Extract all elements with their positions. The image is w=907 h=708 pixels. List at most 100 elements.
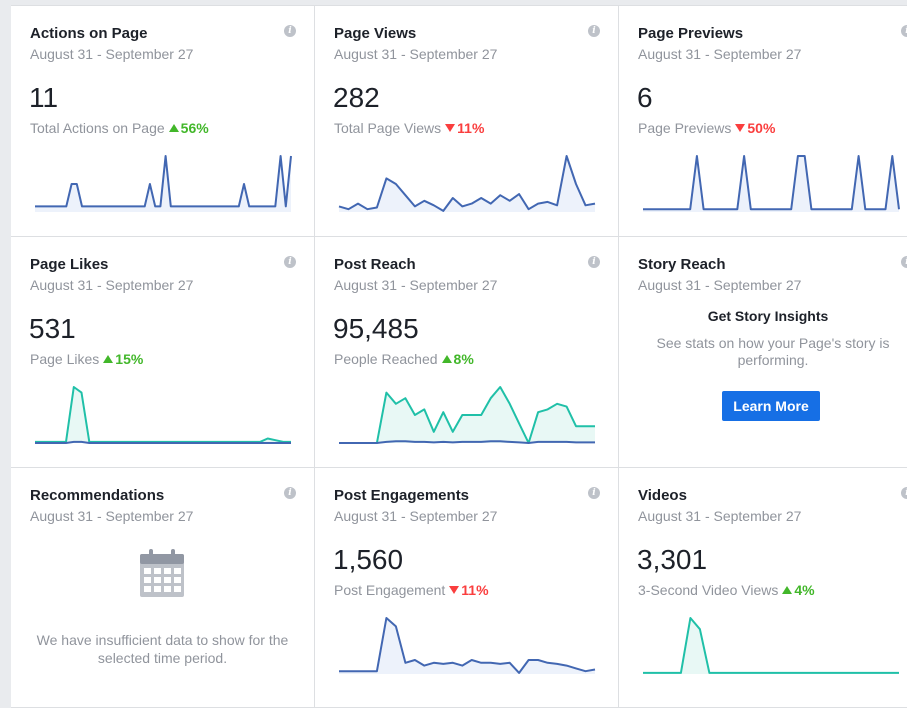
metric-value: 282 [333, 82, 380, 113]
arrow-up-icon [168, 124, 179, 132]
metric-label: Total Actions on Page [30, 120, 165, 136]
card-title: Page Likes [30, 256, 109, 273]
story-insights-description: See stats on how your Page's story is pe… [656, 335, 890, 368]
card-title: Recommendations [30, 487, 165, 504]
card-actions-on-page[interactable]: Actions on Page August 31 - September 27… [11, 6, 315, 237]
change-badge: 8% [441, 351, 474, 367]
info-icon[interactable]: i [901, 25, 907, 37]
card-page-likes[interactable]: Page Likes August 31 - September 27 i 53… [11, 237, 315, 468]
card-date-range: August 31 - September 27 [638, 46, 802, 62]
card-title: Post Reach [334, 256, 416, 273]
card-date-range: August 31 - September 27 [30, 508, 194, 524]
card-story-reach[interactable]: Story Reach August 31 - September 27 i G… [619, 237, 907, 468]
sparkline [35, 155, 292, 212]
sparkline-line [35, 386, 291, 443]
card-date-range: August 31 - September 27 [30, 46, 194, 62]
card-videos[interactable]: Videos August 31 - September 27 i 3,301 … [619, 468, 907, 708]
sparkline-line [643, 617, 899, 674]
metric-subtitle: Page Previews 50% [638, 120, 775, 136]
card-post-engagements[interactable]: Post Engagements August 31 - September 2… [315, 468, 619, 708]
insufficient-data-message: We have insufficient data to show for th… [36, 632, 289, 666]
metric-label: Post Engagement [334, 582, 446, 598]
info-icon[interactable]: i [588, 487, 600, 499]
metric-subtitle: 3-Second Video Views 4% [638, 582, 815, 598]
sparkline-line [35, 155, 292, 208]
info-icon[interactable]: i [284, 25, 296, 37]
insights-grid: Actions on Page August 31 - September 27… [11, 5, 907, 708]
card-title: Post Engagements [334, 487, 470, 504]
card-date-range: August 31 - September 27 [334, 277, 498, 293]
card-title: Videos [638, 487, 687, 504]
card-title: Page Previews [638, 25, 744, 42]
card-post-reach[interactable]: Post Reach August 31 - September 27 i 95… [315, 237, 619, 468]
change-value: 8% [453, 351, 474, 367]
sparkline [643, 617, 899, 674]
card-title: Story Reach [638, 256, 726, 273]
change-badge: 15% [103, 351, 143, 367]
sparkline-line [339, 386, 595, 444]
sparkline-line [338, 155, 596, 212]
metric-subtitle: Total Page Views 11% [334, 120, 484, 136]
sparkline [339, 386, 595, 445]
metric-label: People Reached [334, 351, 438, 367]
arrow-up-icon [441, 355, 452, 363]
change-badge: 56% [168, 120, 209, 136]
metric-subtitle: Total Actions on Page 56% [30, 120, 209, 136]
sparkline-area [339, 156, 595, 212]
arrow-down-icon [449, 586, 460, 594]
sparkline [339, 617, 596, 674]
sparkline-line [339, 617, 596, 674]
metric-subtitle: People Reached 8% [334, 351, 474, 367]
change-value: 50% [747, 120, 776, 136]
metric-label: Total Page Views [334, 120, 442, 136]
sparkline [643, 155, 900, 212]
info-icon[interactable]: i [284, 256, 296, 268]
info-icon[interactable]: i [588, 25, 600, 37]
card-recommendations[interactable]: Recommendations August 31 - September 27… [11, 468, 315, 708]
metric-value: 531 [29, 313, 76, 344]
info-icon[interactable]: i [901, 487, 907, 499]
change-value: 11% [461, 582, 489, 598]
card-page-previews[interactable]: Page Previews August 31 - September 27 i… [619, 6, 907, 237]
card-title: Page Views [334, 25, 417, 42]
metric-value: 1,560 [333, 544, 404, 575]
change-badge: 4% [782, 582, 815, 598]
metric-value: 3,301 [637, 544, 708, 575]
sparkline-secondary-line [35, 440, 291, 444]
info-icon[interactable]: i [901, 256, 907, 268]
metric-value: 6 [637, 82, 653, 113]
change-value: 56% [180, 120, 209, 136]
change-value: 4% [794, 582, 815, 598]
card-page-views[interactable]: Page Views August 31 - September 27 i 28… [315, 6, 619, 237]
arrow-down-icon [445, 124, 456, 132]
metric-subtitle: Post Engagement 11% [334, 582, 489, 598]
metric-label: Page Previews [638, 120, 732, 136]
card-date-range: August 31 - September 27 [638, 277, 802, 293]
info-icon[interactable]: i [588, 256, 600, 268]
metric-value: 95,485 [333, 313, 419, 344]
change-badge: 11% [449, 582, 489, 598]
calendar-icon [140, 549, 184, 597]
change-badge: 11% [445, 120, 484, 136]
change-value: 11% [457, 120, 485, 136]
info-icon[interactable]: i [284, 487, 296, 499]
change-value: 15% [115, 351, 144, 367]
arrow-up-icon [782, 586, 793, 594]
story-insights-heading: Get Story Insights [707, 308, 829, 324]
metric-label: 3-Second Video Views [638, 582, 779, 598]
card-date-range: August 31 - September 27 [30, 277, 194, 293]
sparkline [338, 155, 596, 212]
sparkline-area [643, 618, 899, 674]
arrow-up-icon [103, 355, 114, 363]
card-title: Actions on Page [30, 25, 148, 42]
card-date-range: August 31 - September 27 [638, 508, 802, 524]
sparkline [35, 386, 291, 444]
sparkline-secondary-line [339, 440, 595, 445]
metric-label: Page Likes [30, 351, 100, 367]
metric-value: 11 [29, 82, 59, 113]
card-date-range: August 31 - September 27 [334, 508, 498, 524]
learn-more-button[interactable]: Learn More [722, 391, 820, 421]
metric-subtitle: Page Likes 15% [30, 351, 143, 367]
arrow-down-icon [735, 124, 746, 132]
sparkline-line [643, 155, 900, 211]
